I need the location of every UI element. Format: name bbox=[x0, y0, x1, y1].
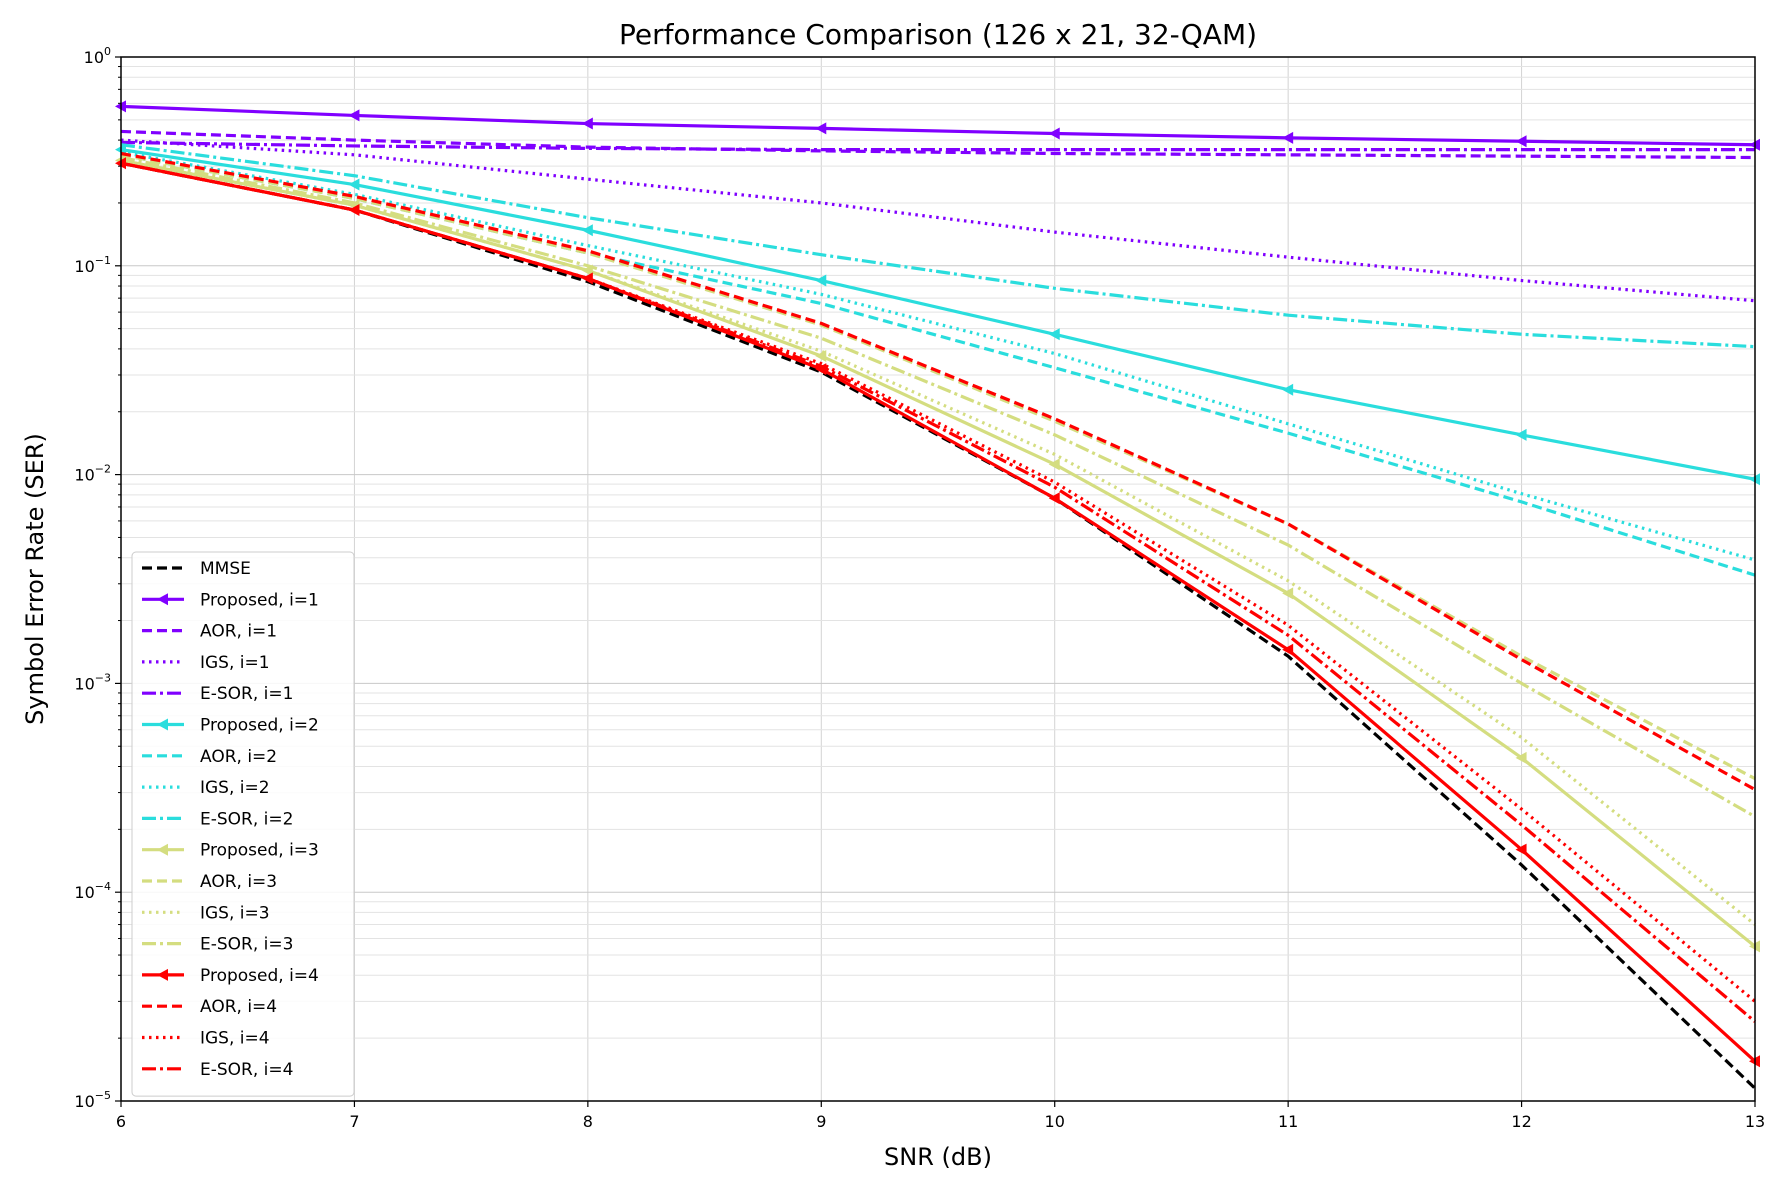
y-tick-label: 10−4 bbox=[74, 880, 111, 902]
data-point-proposed-i-2 bbox=[815, 274, 827, 287]
data-point-proposed-i-2 bbox=[348, 178, 360, 191]
data-point-proposed-i-2 bbox=[1282, 383, 1294, 396]
series-line-e-sor-i-3 bbox=[120, 155, 1756, 819]
series-line-igs-i-1 bbox=[120, 138, 1756, 303]
series-line-aor-i-1 bbox=[120, 129, 1756, 160]
series-line-aor-i-3 bbox=[120, 153, 1756, 781]
series-line-e-sor-i-1 bbox=[120, 140, 1755, 152]
legend-label-proposed-i-3: Proposed, i=3 bbox=[200, 841, 319, 861]
legend-label-proposed-i-4: Proposed, i=4 bbox=[200, 966, 319, 986]
data-point-proposed-i-2 bbox=[1048, 328, 1060, 341]
data-point-proposed-i-1 bbox=[1515, 135, 1527, 148]
legend-label-proposed-i-1: Proposed, i=1 bbox=[200, 590, 319, 610]
legend-marker-proposed-i-3 bbox=[157, 843, 168, 856]
plot-frame bbox=[120, 56, 1756, 1102]
legend-label-mmse: MMSE bbox=[200, 559, 251, 579]
y-tick-label: 100 bbox=[84, 45, 111, 67]
x-tick-label: 7 bbox=[349, 1112, 359, 1131]
series-line-proposed-i-3 bbox=[120, 158, 1757, 948]
x-tick-label: 11 bbox=[1278, 1112, 1298, 1131]
x-tick-label: 13 bbox=[1745, 1112, 1765, 1131]
series-line-proposed-i-2 bbox=[120, 148, 1756, 481]
data-point-proposed-i-2 bbox=[1515, 428, 1527, 441]
data-point-proposed-i-1 bbox=[348, 109, 360, 122]
legend-label-igs-i-1: IGS, i=1 bbox=[200, 653, 270, 673]
data-point-proposed-i-2 bbox=[581, 224, 593, 237]
chart-title: Performance Comparison (126 x 21, 32-QAM… bbox=[619, 18, 1257, 51]
legend: MMSE Proposed, i=1 AOR, i=1 IGS, i=1 E-SOR, … bbox=[131, 551, 355, 1097]
series-line-igs-i-2 bbox=[120, 150, 1756, 562]
legend-label-igs-i-2: IGS, i=2 bbox=[200, 778, 270, 798]
data-point-proposed-i-4 bbox=[1515, 843, 1527, 856]
x-axis-label: SNR (dB) bbox=[884, 1143, 992, 1171]
data-point-proposed-i-1 bbox=[581, 117, 593, 130]
legend-label-igs-i-3: IGS, i=3 bbox=[200, 903, 270, 923]
x-tick-label: 12 bbox=[1511, 1112, 1531, 1131]
series-line-aor-i-4 bbox=[120, 151, 1756, 791]
series-line-e-sor-i-4 bbox=[120, 161, 1757, 1023]
series-line-e-sor-i-2 bbox=[120, 143, 1756, 349]
legend-label-e-sor-i-1: E-SOR, i=1 bbox=[200, 684, 293, 704]
y-tick-label: 10−1 bbox=[74, 254, 111, 276]
data-point-proposed-i-4 bbox=[1282, 643, 1294, 656]
legend-marker-proposed-i-1 bbox=[157, 593, 168, 606]
legend-marker-proposed-i-2 bbox=[157, 718, 168, 731]
data-point-proposed-i-1 bbox=[1282, 131, 1294, 144]
data-point-proposed-i-4 bbox=[1048, 492, 1060, 505]
data-point-proposed-i-3 bbox=[1048, 458, 1060, 471]
series-line-igs-i-3 bbox=[120, 158, 1757, 926]
legend-label-e-sor-i-2: E-SOR, i=2 bbox=[200, 809, 293, 829]
legend-label-aor-i-3: AOR, i=3 bbox=[200, 872, 277, 892]
legend-label-e-sor-i-3: E-SOR, i=3 bbox=[200, 935, 293, 955]
plot-lines bbox=[115, 100, 1760, 1090]
data-point-proposed-i-1 bbox=[1048, 127, 1060, 140]
y-tick-label: 10−2 bbox=[74, 463, 111, 485]
x-tick-label: 9 bbox=[816, 1112, 826, 1131]
legend-label-e-sor-i-4: E-SOR, i=4 bbox=[200, 1060, 293, 1080]
legend-label-igs-i-4: IGS, i=4 bbox=[200, 1029, 270, 1049]
x-tick-label: 10 bbox=[1045, 1112, 1065, 1131]
legend-label-aor-i-2: AOR, i=2 bbox=[200, 747, 277, 767]
data-point-proposed-i-1 bbox=[815, 122, 827, 135]
data-point-proposed-i-3 bbox=[1515, 751, 1527, 764]
axes: 6 7 8 9 10 11 12 13 100 10−1 10−2 10−3 10−4 10−5 bbox=[74, 45, 1765, 1131]
y-tick-label: 10−5 bbox=[74, 1089, 111, 1111]
data-point-proposed-i-3 bbox=[1282, 587, 1294, 600]
legend-box bbox=[131, 551, 355, 1097]
x-tick-label: 6 bbox=[116, 1112, 126, 1131]
legend-label-aor-i-4: AOR, i=4 bbox=[200, 997, 277, 1017]
legend-marker-proposed-i-4 bbox=[157, 968, 168, 981]
legend-label-proposed-i-2: Proposed, i=2 bbox=[200, 716, 319, 736]
legend-label-aor-i-1: AOR, i=1 bbox=[200, 622, 277, 642]
y-tick-label: 10−3 bbox=[74, 671, 111, 693]
y-axis-label: Symbol Error Rate (SER) bbox=[21, 433, 49, 725]
series-line-proposed-i-1 bbox=[120, 104, 1756, 147]
x-tick-label: 8 bbox=[583, 1112, 593, 1131]
series-line-igs-i-4 bbox=[120, 161, 1757, 1003]
